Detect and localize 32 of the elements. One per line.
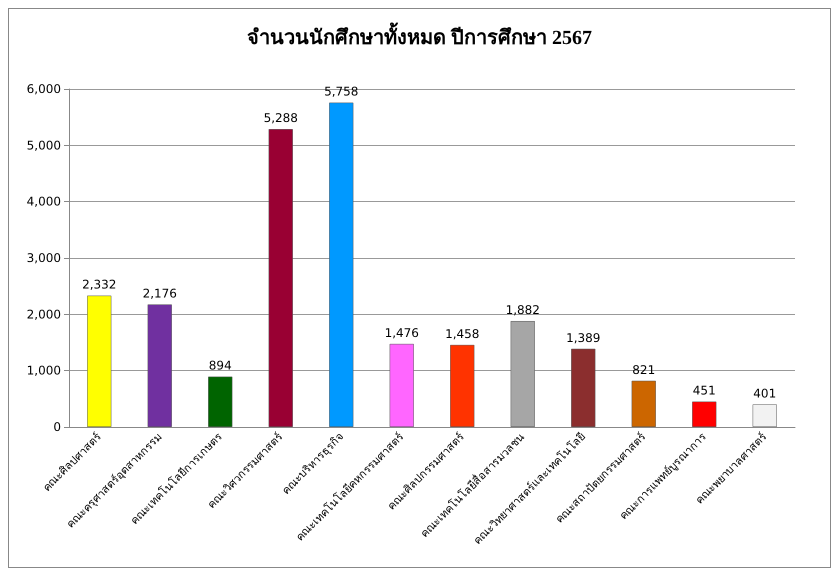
bar <box>87 296 112 427</box>
bar <box>148 304 172 427</box>
chart-title: จำนวนนักศึกษาทั้งหมด ปีการศึกษา 2567 <box>247 22 592 49</box>
bar <box>329 102 354 427</box>
bar <box>752 404 777 427</box>
bar <box>692 402 716 427</box>
data-label: 5,288 <box>264 111 298 126</box>
bar <box>450 344 474 427</box>
data-label: 1,389 <box>566 330 600 345</box>
y-tick-label: 1,000 <box>26 364 61 378</box>
data-label: 1,476 <box>384 326 419 340</box>
data-label: 1,458 <box>445 326 480 341</box>
y-tick-label: 3,000 <box>26 251 61 265</box>
data-label: 451 <box>692 384 716 398</box>
bar <box>510 320 535 427</box>
data-label: 2,176 <box>142 286 177 300</box>
y-tick-label: 5,000 <box>26 138 61 152</box>
data-label: 2,332 <box>82 278 116 292</box>
bar <box>390 344 414 427</box>
bar <box>632 380 656 427</box>
y-tick-label: 4,000 <box>26 194 61 209</box>
data-label: 5,758 <box>324 84 358 99</box>
data-label: 821 <box>632 362 656 377</box>
bar <box>208 376 232 427</box>
data-label: 1,882 <box>506 302 540 317</box>
bar <box>571 348 596 427</box>
data-label: 894 <box>208 358 232 373</box>
y-tick-label: 6,000 <box>26 82 61 96</box>
bar <box>268 129 293 427</box>
y-tick-label: 0 <box>53 420 61 434</box>
data-label: 401 <box>753 386 776 400</box>
y-tick-label: 2,000 <box>26 307 61 322</box>
